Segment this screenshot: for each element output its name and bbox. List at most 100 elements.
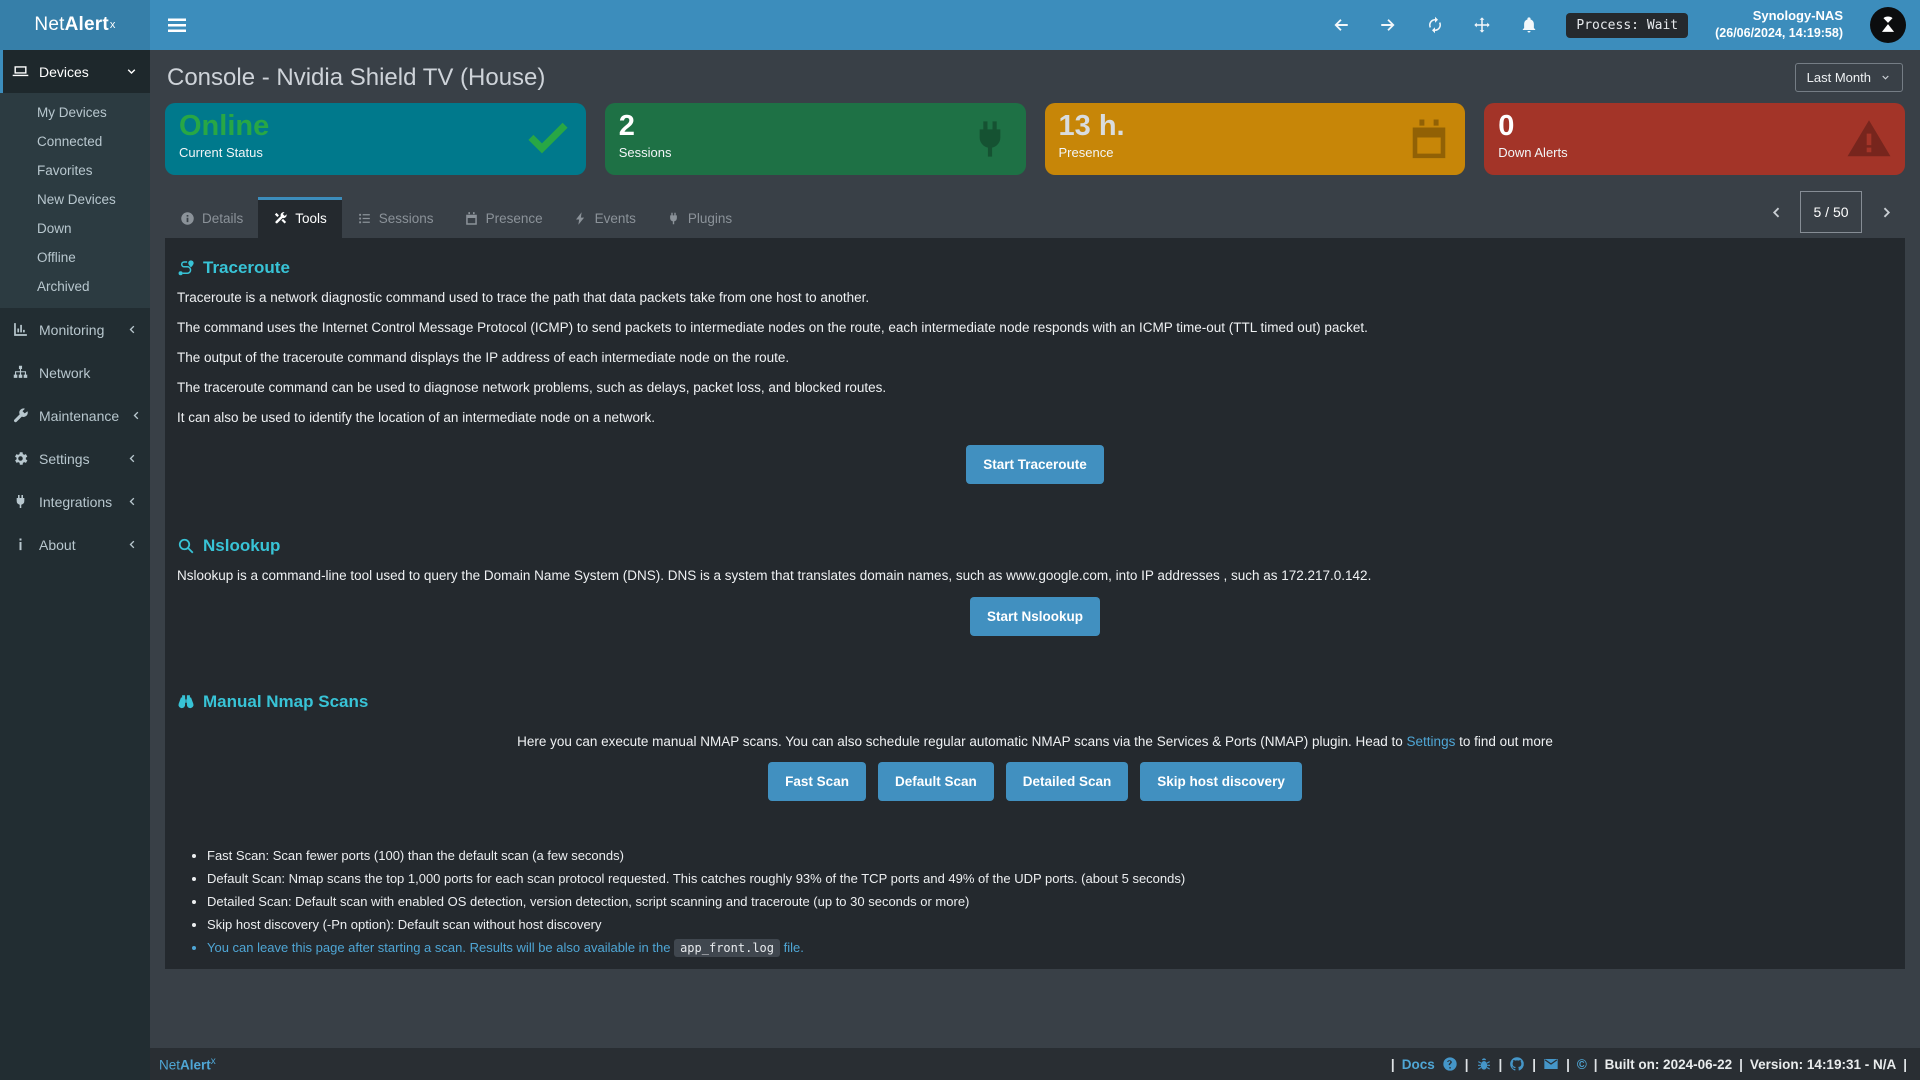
nmap-notes: Fast Scan: Scan fewer ports (100) than t… — [193, 848, 1893, 957]
card-value: 0 — [1498, 110, 1515, 142]
check-icon — [523, 114, 573, 164]
laptop-icon — [12, 63, 29, 80]
sidebar-item-label: Integrations — [39, 493, 113, 510]
log-file-name: app_front.log — [674, 939, 780, 957]
binoculars-icon — [177, 693, 195, 711]
period-selector[interactable]: Last Month — [1794, 63, 1903, 92]
tab-sessions[interactable]: Sessions — [342, 197, 449, 238]
sidebar-item-network[interactable]: Network — [0, 351, 150, 394]
traceroute-section: Traceroute Traceroute is a network diagn… — [177, 258, 1893, 484]
status-card-sessions: 2 Sessions — [604, 103, 1026, 175]
nslookup-description: Nslookup is a command-line tool used to … — [177, 568, 1372, 583]
sidebar-item-settings[interactable]: Settings — [0, 437, 150, 480]
bolt-icon — [573, 211, 588, 226]
sidebar-subitem-connected[interactable]: Connected — [37, 134, 103, 149]
card-value: 13 h. — [1058, 110, 1125, 142]
detailed-scan-button[interactable]: Detailed Scan — [1005, 762, 1129, 801]
status-cards: Online Current Status 2 Sessions 13 h. P… — [165, 103, 1905, 175]
default-scan-button[interactable]: Default Scan — [877, 762, 994, 801]
traceroute-paragraph: Traceroute is a network diagnostic comma… — [177, 290, 870, 305]
nav-back-button[interactable] — [1331, 15, 1351, 35]
fast-scan-button[interactable]: Fast Scan — [768, 762, 866, 801]
brand-logo[interactable]: Net Alert x — [0, 0, 150, 50]
tab-details[interactable]: Details — [165, 197, 258, 238]
sidebar-item-label: Network — [39, 364, 91, 381]
settings-link[interactable]: Settings — [1406, 734, 1456, 749]
sidebar-item-integrations[interactable]: Integrations — [0, 480, 150, 523]
nmap-note: Default Scan: Nmap scans the top 1,000 p… — [207, 871, 1893, 886]
fullscreen-move-button[interactable] — [1472, 15, 1492, 35]
sidebar-item-about[interactable]: About — [0, 523, 150, 566]
next-device-button[interactable] — [1869, 192, 1905, 232]
arrow-right-icon — [1379, 16, 1397, 34]
bug-report-icon[interactable] — [1476, 1056, 1492, 1072]
nmap-note: Fast Scan: Scan fewer ports (100) than t… — [207, 848, 1893, 863]
tab-label: Events — [594, 211, 636, 226]
sidebar-item-monitoring[interactable]: Monitoring — [0, 308, 150, 351]
period-selector-value: Last Month — [1806, 70, 1871, 85]
page-title: Console - Nvidia Shield TV (House) — [167, 63, 546, 91]
sidebar-subitem-archived[interactable]: Archived — [37, 279, 90, 294]
tabs-row: Details Tools Sessions Presence Events — [165, 191, 1905, 238]
chevron-left-icon — [1767, 204, 1784, 221]
refresh-button[interactable] — [1425, 15, 1445, 35]
docs-link[interactable]: Docs — [1401, 1056, 1435, 1072]
tools-panel: Traceroute Traceroute is a network diagn… — [165, 238, 1905, 969]
sidebar-subitem-my-devices[interactable]: My Devices — [37, 105, 107, 120]
refresh-icon — [1426, 16, 1444, 34]
chevron-down-icon — [1880, 72, 1891, 83]
tab-plugins[interactable]: Plugins — [651, 197, 747, 238]
content-header: Console - Nvidia Shield TV (House) Last … — [165, 50, 1905, 103]
notifications-button[interactable] — [1519, 15, 1539, 35]
status-card-down-alerts: 0 Down Alerts — [1484, 103, 1905, 175]
user-info[interactable]: Synology-NAS (26/06/2024, 14:19:58) — [1715, 8, 1843, 41]
sidebar-subitem-new-devices[interactable]: New Devices — [37, 192, 116, 207]
skip-host-discovery-button[interactable]: Skip host discovery — [1140, 762, 1302, 801]
chevron-left-icon — [125, 495, 138, 508]
sidebar: Devices My Devices Connected Favorites N… — [0, 50, 150, 1080]
nmap-section: Manual Nmap Scans Here you can execute m… — [177, 692, 1893, 957]
tab-presence[interactable]: Presence — [449, 197, 558, 238]
github-icon[interactable] — [1509, 1056, 1525, 1072]
sidebar-subitem-offline[interactable]: Offline — [37, 250, 76, 265]
card-label: Down Alerts — [1498, 145, 1568, 161]
footer-brand-link[interactable]: NetAlertx — [159, 1055, 216, 1073]
prev-device-button[interactable] — [1757, 192, 1793, 232]
build-date: Built on: 2024-06-22 — [1604, 1056, 1733, 1072]
content-area: Console - Nvidia Shield TV (House) Last … — [150, 50, 1920, 1048]
sidebar-item-label: Monitoring — [39, 321, 105, 338]
nmap-title: Manual Nmap Scans — [177, 692, 1893, 712]
start-nslookup-button[interactable]: Start Nslookup — [969, 597, 1100, 636]
traceroute-paragraph: It can also be used to identify the loca… — [177, 410, 656, 425]
sidebar-item-devices[interactable]: Devices — [0, 50, 150, 93]
sidebar-toggle-button[interactable] — [165, 13, 189, 37]
tab-events[interactable]: Events — [558, 197, 651, 238]
sidebar-subitem-down[interactable]: Down — [37, 221, 72, 236]
sidebar-subitem-favorites[interactable]: Favorites — [37, 163, 93, 178]
chevron-right-icon — [1879, 204, 1896, 221]
avatar[interactable] — [1870, 7, 1906, 43]
nmap-note: Skip host discovery (-Pn option): Defaul… — [207, 917, 1893, 932]
user-datetime: (26/06/2024, 14:19:58) — [1715, 26, 1843, 41]
status-card-current-status: Online Current Status — [165, 103, 586, 175]
card-label: Presence — [1058, 145, 1114, 161]
user-name: Synology-NAS — [1752, 8, 1843, 24]
device-pager: 5 / 50 — [1757, 191, 1905, 238]
sidebar-item-maintenance[interactable]: Maintenance — [0, 394, 150, 437]
email-icon[interactable] — [1543, 1056, 1559, 1072]
nav-forward-button[interactable] — [1378, 15, 1398, 35]
sidebar-item-label: Devices — [39, 63, 89, 80]
question-circle-icon[interactable] — [1442, 1056, 1458, 1072]
start-traceroute-button[interactable]: Start Traceroute — [966, 445, 1104, 484]
tools-icon — [273, 211, 288, 226]
info-icon — [12, 536, 29, 553]
calendar-icon — [1406, 116, 1452, 162]
leave-page-note-link[interactable]: You can leave this page after starting a… — [207, 939, 1893, 957]
chevron-left-icon — [125, 538, 138, 551]
card-label: Current Status — [179, 145, 263, 161]
tab-tools[interactable]: Tools — [258, 197, 342, 238]
wrench-icon — [12, 407, 29, 424]
navbar-actions: Process: Wait Synology-NAS (26/06/2024, … — [1331, 7, 1920, 43]
chevron-left-icon — [125, 452, 138, 465]
copyright-icon[interactable]: © — [1576, 1056, 1587, 1072]
